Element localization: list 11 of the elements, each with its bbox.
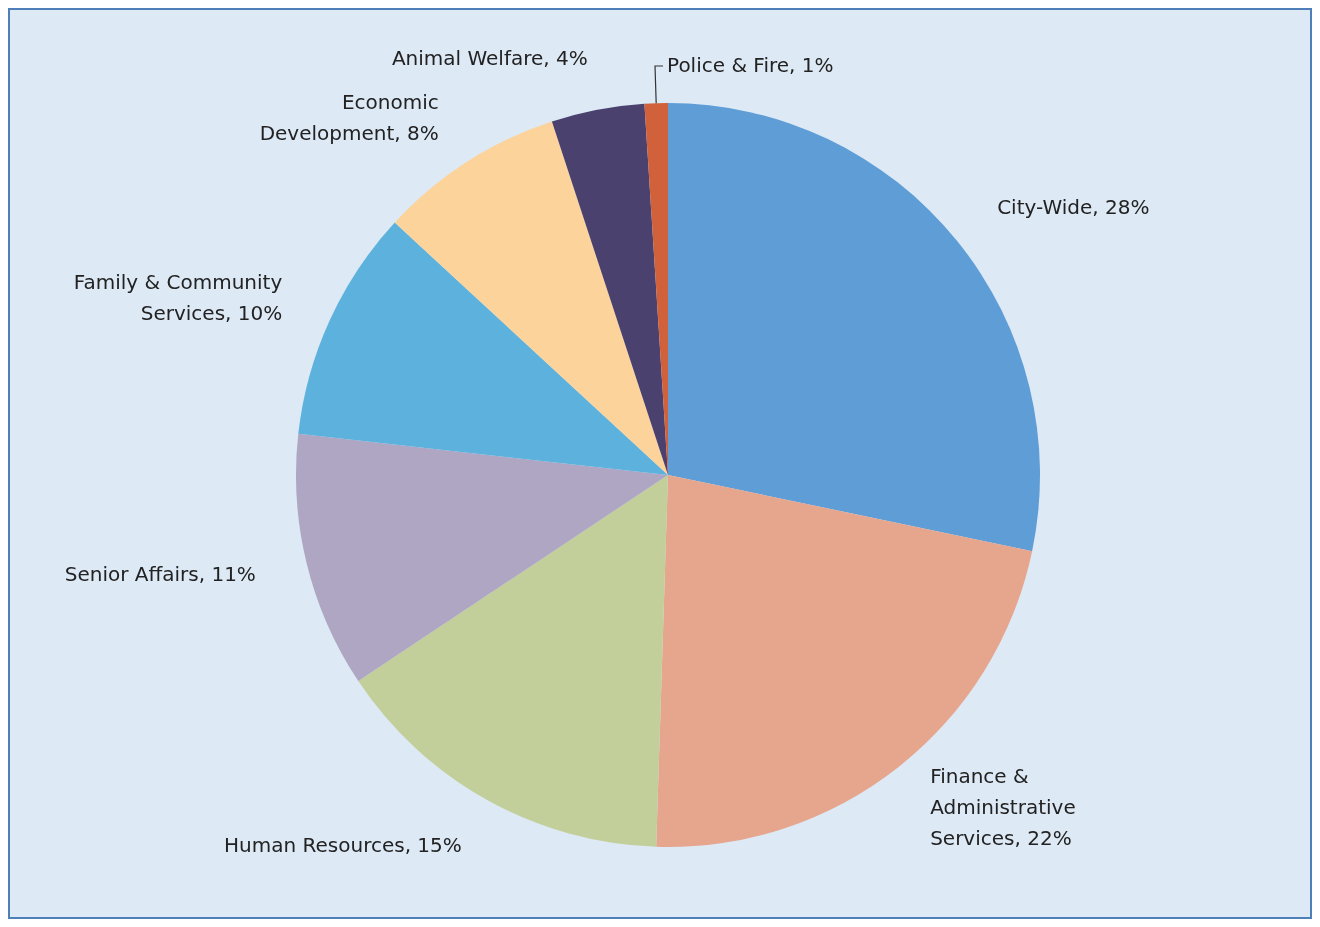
slice-label: Animal Welfare, 4% xyxy=(391,45,588,70)
slice-label: City-Wide, 28% xyxy=(997,194,1150,219)
slice-label: Human Resources, 15% xyxy=(224,832,462,857)
slice-label: Senior Affairs, 11% xyxy=(64,561,256,586)
slice-label: Finance & Administrative Services, 22% xyxy=(930,763,1076,850)
pie-slice xyxy=(298,222,668,475)
slice-label: Family & Community Services, 10% xyxy=(73,269,283,325)
slice-label: Police & Fire, 1% xyxy=(667,52,834,77)
slice-label: Economic Development, 8% xyxy=(259,89,439,145)
pie-slice xyxy=(296,433,668,682)
pie-slice xyxy=(551,103,668,475)
